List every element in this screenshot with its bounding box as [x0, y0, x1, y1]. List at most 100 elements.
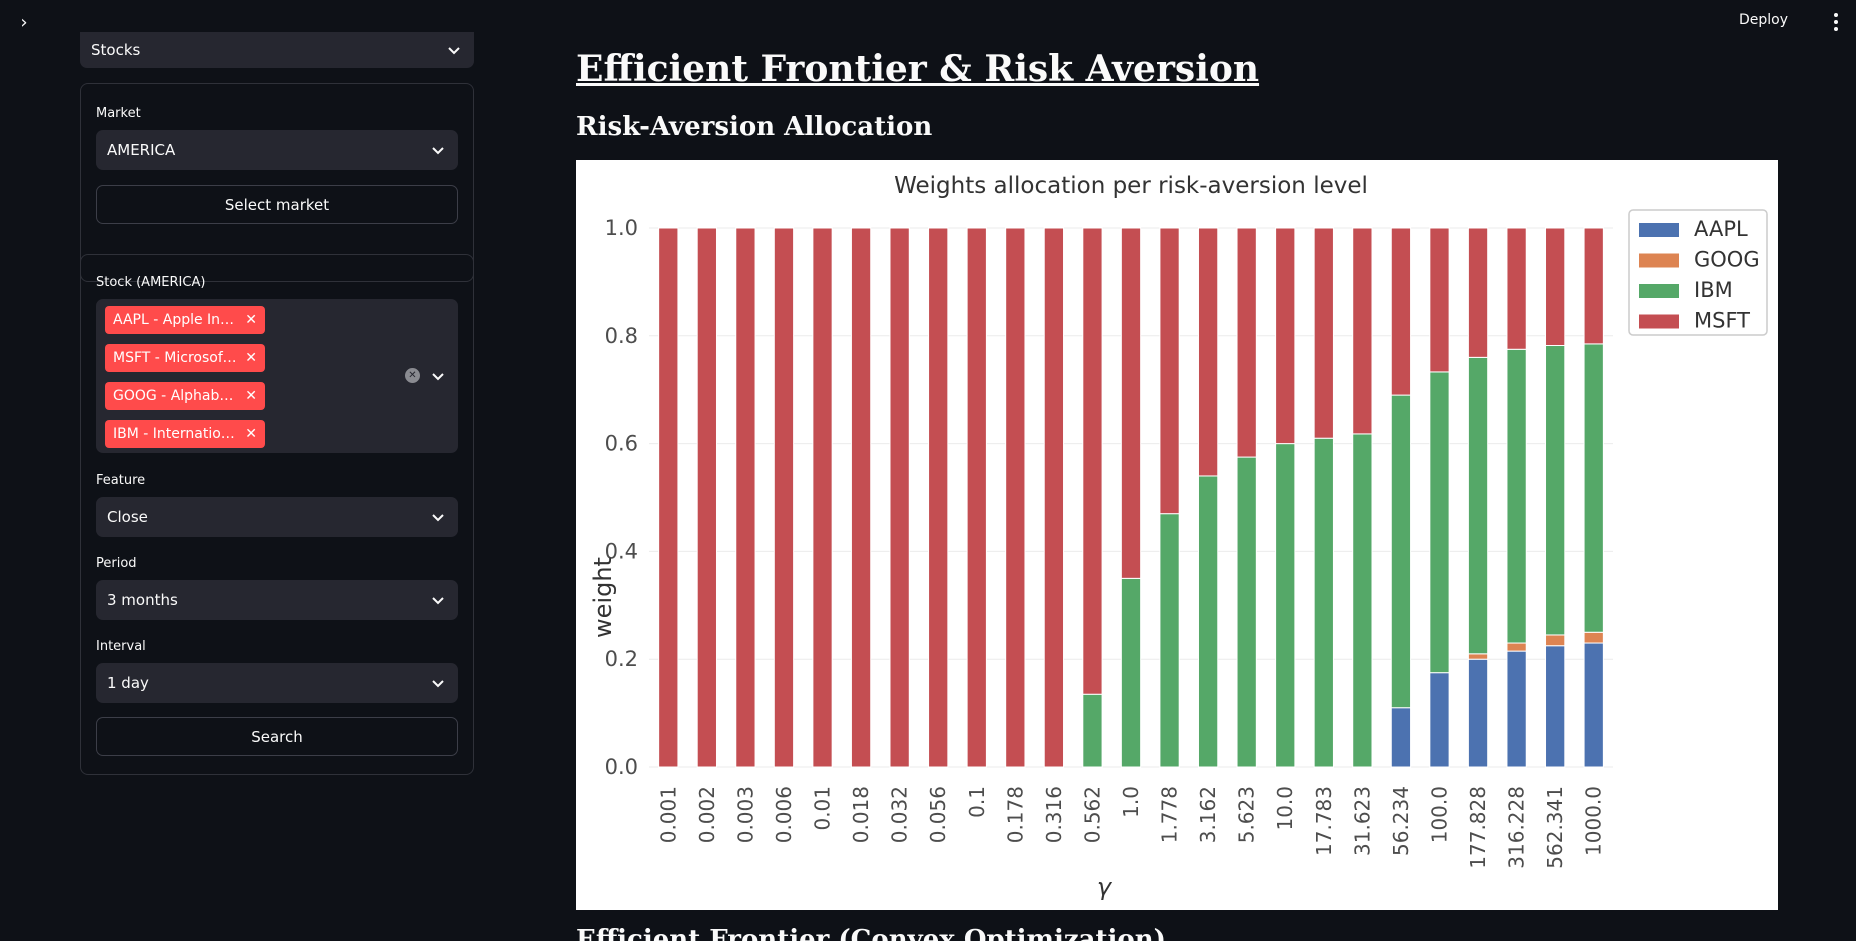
x-tick-label: 0.056	[926, 786, 950, 843]
bar-segment-msft	[1506, 227, 1527, 350]
chart-title: Weights allocation per risk-aversion lev…	[894, 173, 1368, 199]
legend-label: GOOG	[1694, 248, 1760, 272]
bar-segment-aapl	[1429, 672, 1450, 768]
bar-segment-msft	[1467, 227, 1489, 358]
clear-all-icon[interactable]: ✕	[405, 368, 420, 383]
x-tick-label: 0.562	[1080, 786, 1104, 843]
bar-segment-ibm	[1197, 475, 1219, 768]
interval-select[interactable]: 1 day	[96, 663, 458, 703]
category-select[interactable]: Stocks	[80, 32, 474, 68]
x-axis-label: γ	[1097, 873, 1113, 901]
bar-segment-msft	[928, 227, 949, 768]
stock-label: Stock (AMERICA)	[96, 275, 206, 290]
x-tick-label: 316.228	[1505, 786, 1529, 869]
x-tick-label: 0.1	[965, 786, 989, 818]
bar-segment-aapl	[1467, 658, 1489, 768]
y-tick-label: 0.4	[605, 539, 638, 563]
bar-segment-msft	[1313, 227, 1334, 439]
section-heading: Risk-Aversion Allocation	[576, 112, 933, 142]
main-menu-icon[interactable]	[1826, 10, 1846, 34]
market-select-value: AMERICA	[107, 141, 176, 159]
x-tick-label: 10.0	[1273, 786, 1297, 831]
remove-tag-icon[interactable]: ✕	[245, 426, 257, 442]
x-tick-label: 0.032	[888, 786, 912, 843]
expand-sidebar-icon[interactable]: ›	[20, 11, 28, 33]
section-heading: Efficient Frontier (Convex Optimization)	[576, 925, 1166, 941]
legend-label: AAPL	[1694, 217, 1748, 241]
remove-tag-icon[interactable]: ✕	[245, 388, 257, 404]
legend-swatch-msft	[1639, 314, 1679, 329]
bar-segment-ibm	[1275, 443, 1296, 768]
bar-segment-msft	[1005, 227, 1026, 768]
stock-tag-label: MSFT - Microsoft…	[113, 350, 240, 366]
bar-segment-aapl	[1506, 650, 1527, 768]
bar-segment-msft	[1043, 227, 1065, 768]
x-tick-label: 0.316	[1042, 786, 1066, 843]
stock-tag-label: AAPL - Apple Inc.…	[113, 312, 240, 328]
stock-multiselect[interactable]: AAPL - Apple Inc.… ✕ MSFT - Microsoft… ✕ G…	[96, 299, 458, 453]
x-tick-label: 0.001	[656, 786, 680, 843]
chevron-down-icon	[432, 597, 444, 605]
x-tick-label: 1.0	[1119, 786, 1143, 818]
x-tick-label: 1.778	[1158, 786, 1182, 843]
x-tick-label: 0.006	[772, 786, 796, 843]
legend-swatch-goog	[1639, 253, 1679, 268]
chevron-down-icon	[432, 680, 444, 688]
stock-tag[interactable]: GOOG - Alphabe… ✕	[105, 382, 265, 410]
period-select[interactable]: 3 months	[96, 580, 458, 620]
bar-segment-goog	[1545, 634, 1566, 647]
bar-segment-ibm	[1082, 693, 1103, 768]
bar-segment-msft	[1429, 227, 1450, 373]
y-tick-label: 0.6	[605, 432, 638, 456]
bar-segment-ibm	[1352, 433, 1373, 768]
market-label: Market	[96, 106, 141, 121]
sidebar: Stocks Market AMERICA Select market Stoc…	[0, 32, 520, 941]
stock-tag[interactable]: IBM - Internation… ✕	[105, 420, 265, 448]
chevron-down-icon[interactable]	[430, 368, 446, 384]
bar-segment-msft	[1236, 227, 1257, 458]
feature-select-value: Close	[107, 508, 148, 526]
remove-tag-icon[interactable]: ✕	[245, 350, 257, 366]
allocation-chart: 0.0 0.2 0.4 0.6 0.8 1.0 0.001 0.002 0.003 0.006 0.…	[576, 160, 1778, 910]
bar-segment-goog	[1467, 653, 1489, 660]
bar-segment-msft	[735, 227, 756, 768]
legend-label: MSFT	[1694, 309, 1750, 333]
bar-segment-aapl	[1583, 642, 1604, 768]
stock-form: Stock (AMERICA) AAPL - Apple Inc.… ✕ MSFT…	[80, 254, 474, 775]
select-market-button[interactable]: Select market	[96, 185, 458, 224]
bar-segment-msft	[966, 227, 987, 768]
bar-segment-msft	[1120, 227, 1142, 579]
x-tick-label: 177.828	[1466, 786, 1490, 869]
remove-tag-icon[interactable]: ✕	[245, 312, 257, 328]
stock-tag[interactable]: AAPL - Apple Inc.… ✕	[105, 306, 265, 334]
x-tick-label: 1000.0	[1582, 786, 1606, 856]
market-select[interactable]: AMERICA	[96, 130, 458, 170]
bar-segment-ibm	[1313, 437, 1334, 768]
x-tick-label: 5.623	[1235, 786, 1259, 843]
bar-segment-ibm	[1159, 513, 1180, 768]
legend-swatch-ibm	[1639, 284, 1679, 298]
x-tick-label: 0.01	[811, 786, 835, 831]
x-tick-label: 0.002	[695, 786, 719, 843]
deploy-button[interactable]: Deploy	[1738, 12, 1788, 28]
bar-segment-msft	[1545, 227, 1566, 347]
feature-select[interactable]: Close	[96, 497, 458, 537]
legend-box	[1628, 209, 1768, 336]
x-tick-label: 31.623	[1350, 786, 1374, 856]
bar-segment-msft	[850, 227, 872, 768]
bar-segment-aapl	[1390, 707, 1412, 768]
page-title: Efficient Frontier & Risk Aversion	[576, 48, 1260, 90]
bar-segment-ibm	[1390, 394, 1412, 709]
bar-segment-msft	[1390, 227, 1412, 396]
bar-segment-ibm	[1236, 456, 1257, 768]
stock-tag[interactable]: MSFT - Microsoft… ✕	[105, 344, 265, 372]
x-tick-label: 562.341	[1543, 786, 1567, 869]
bar-segment-goog	[1506, 642, 1527, 652]
stock-tag-label: IBM - Internation…	[113, 426, 240, 442]
bar-segment-aapl	[1545, 645, 1566, 768]
bar-segment-msft	[658, 227, 679, 768]
search-button[interactable]: Search	[96, 717, 458, 756]
chevron-down-icon	[448, 47, 460, 55]
x-tick-label: 0.018	[849, 786, 873, 843]
y-tick-label: 0.8	[605, 324, 638, 348]
